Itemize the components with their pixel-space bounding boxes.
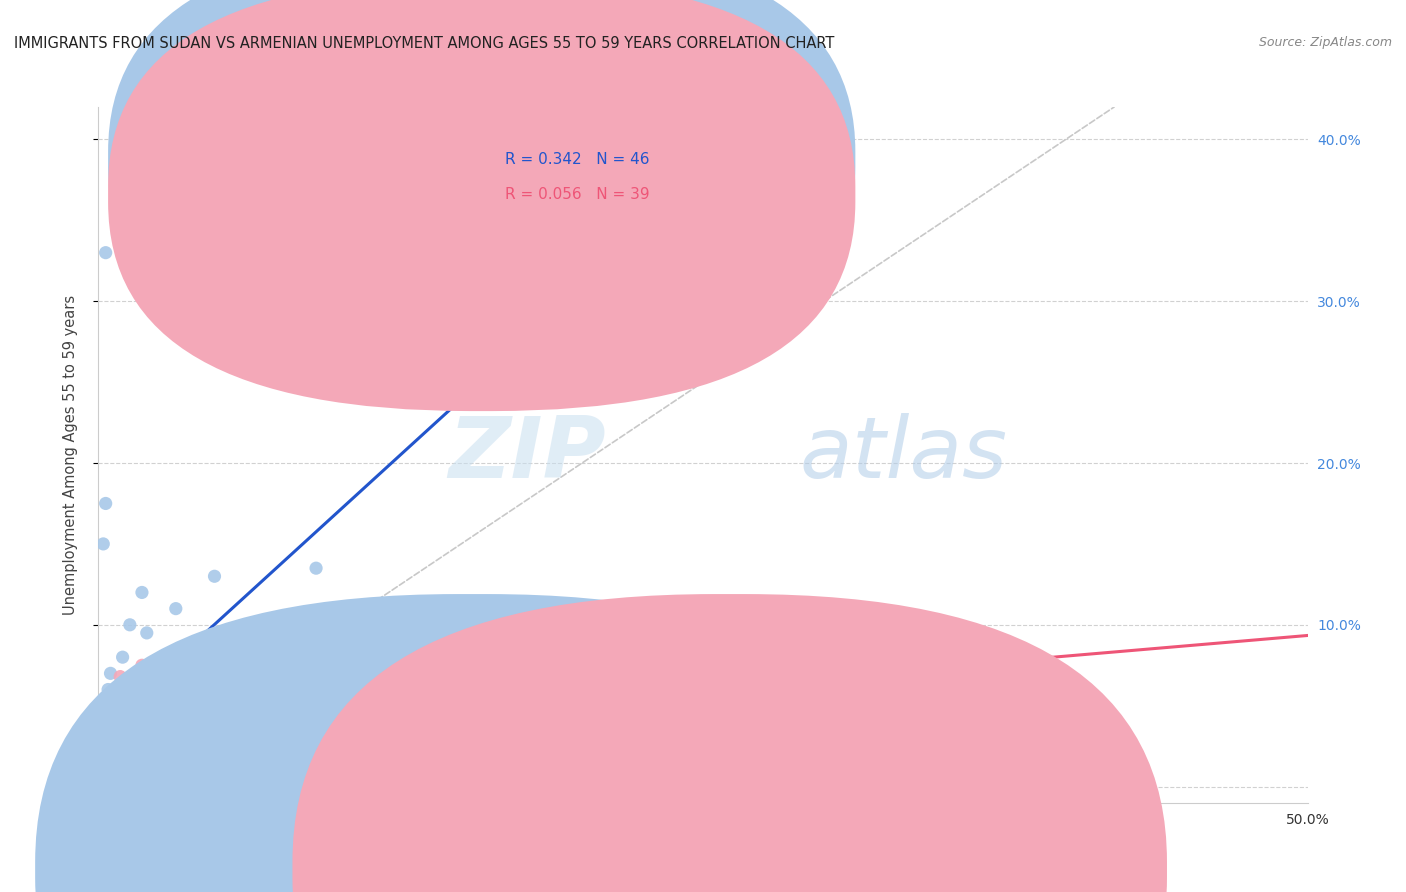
Point: [97, 696, 120, 710]
Point: [91, 772, 114, 786]
Point: [94, 496, 117, 510]
Text: Source: ZipAtlas.com: Source: ZipAtlas.com: [1258, 36, 1392, 49]
Point: [101, 714, 124, 729]
Point: [188, 690, 211, 705]
Point: [104, 731, 127, 745]
Point: [91, 780, 114, 794]
Text: IMMIGRANTS FROM SUDAN VS ARMENIAN UNEMPLOYMENT AMONG AGES 55 TO 59 YEARS CORRELA: IMMIGRANTS FROM SUDAN VS ARMENIAN UNEMPL…: [14, 36, 834, 51]
Point: [91, 734, 114, 748]
Point: [100, 718, 122, 732]
Point: [135, 626, 157, 640]
Point: [179, 663, 201, 677]
Text: atlas: atlas: [800, 413, 1008, 497]
Point: [104, 712, 127, 726]
Point: [91, 780, 114, 794]
Point: [91, 776, 114, 790]
Point: [474, 686, 496, 700]
Point: [97, 780, 120, 794]
Point: [91, 780, 114, 794]
Point: [1054, 674, 1077, 689]
Point: [97, 780, 120, 794]
Point: [165, 601, 187, 615]
Point: [245, 696, 267, 710]
Point: [97, 714, 120, 729]
Point: [91, 780, 114, 794]
Point: [692, 682, 714, 697]
Point: [204, 569, 226, 583]
Point: [111, 744, 134, 758]
Point: [91, 780, 114, 794]
Point: [91, 766, 114, 780]
Point: [860, 690, 883, 705]
Point: [305, 561, 328, 575]
Point: [179, 702, 201, 716]
Text: Immigrants from Sudan: Immigrants from Sudan: [506, 863, 671, 877]
Point: [100, 690, 122, 705]
Point: [97, 698, 120, 713]
Point: [101, 690, 124, 705]
Point: [91, 780, 114, 794]
Point: [111, 650, 134, 665]
Point: [91, 780, 114, 794]
Point: [316, 690, 339, 705]
Point: [124, 702, 146, 716]
Point: [221, 686, 243, 700]
Point: [141, 728, 163, 742]
Text: ZIP: ZIP: [449, 413, 606, 497]
Point: [108, 670, 131, 684]
Point: [571, 690, 593, 705]
Point: [402, 698, 425, 713]
Point: [91, 718, 114, 732]
Point: [94, 739, 117, 754]
Point: [353, 650, 375, 665]
Y-axis label: Unemployment Among Ages 55 to 59 years: Unemployment Among Ages 55 to 59 years: [63, 295, 77, 615]
Point: [100, 780, 122, 794]
FancyBboxPatch shape: [108, 0, 855, 376]
Text: Armenians: Armenians: [759, 863, 834, 877]
Point: [148, 702, 170, 716]
Point: [97, 780, 120, 794]
Point: [91, 760, 114, 774]
Point: [131, 585, 153, 599]
Point: [94, 772, 117, 786]
Point: [114, 702, 136, 716]
Point: [155, 739, 177, 754]
Point: [91, 774, 114, 789]
Point: [165, 780, 187, 794]
Point: [91, 537, 114, 551]
Point: [117, 718, 139, 732]
Point: [107, 714, 129, 729]
Point: [100, 666, 122, 681]
Point: [91, 780, 114, 794]
Point: [94, 780, 117, 794]
Point: [91, 780, 114, 794]
Point: [148, 674, 170, 689]
Point: [94, 780, 117, 794]
Point: [101, 686, 124, 700]
Point: [121, 702, 143, 716]
Point: [94, 776, 117, 790]
Text: R = 0.056   N = 39: R = 0.056 N = 39: [505, 186, 650, 202]
Point: [127, 780, 149, 794]
Point: [94, 245, 117, 260]
FancyBboxPatch shape: [108, 0, 855, 411]
Point: [94, 780, 117, 794]
Point: [281, 650, 304, 665]
Point: [94, 780, 117, 794]
Text: R = 0.342   N = 46: R = 0.342 N = 46: [505, 152, 650, 167]
Point: [108, 712, 131, 726]
Point: [91, 773, 114, 788]
Point: [127, 702, 149, 716]
Point: [91, 780, 114, 794]
Point: [118, 617, 141, 632]
Point: [204, 780, 226, 794]
Point: [91, 744, 114, 758]
Point: [97, 682, 120, 697]
Point: [107, 723, 129, 737]
Point: [232, 647, 254, 661]
Point: [131, 658, 153, 673]
Point: [91, 776, 114, 790]
FancyBboxPatch shape: [449, 124, 727, 215]
